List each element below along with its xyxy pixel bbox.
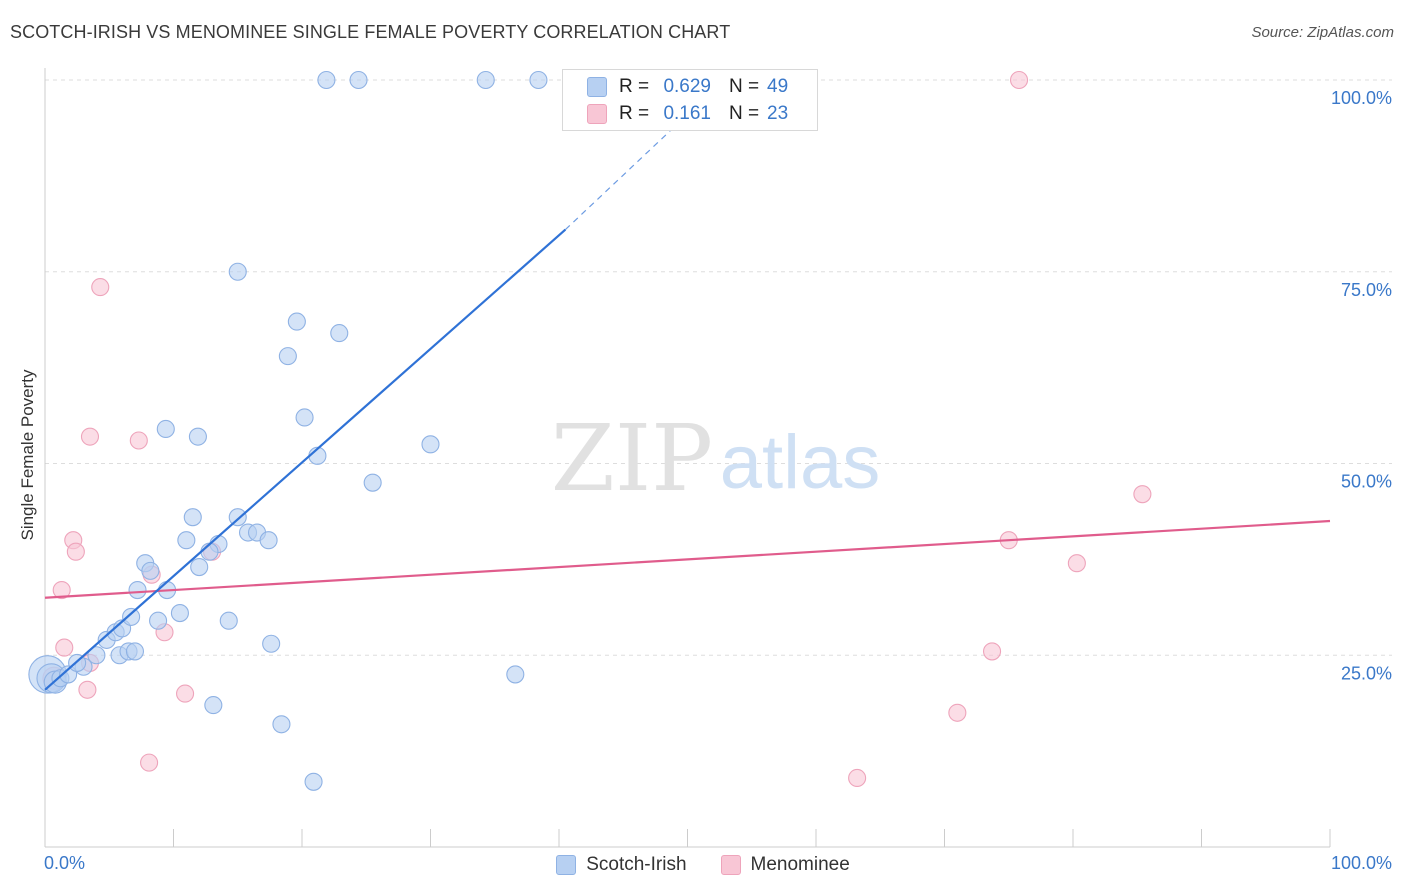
menominee-point [129, 431, 148, 450]
scotch-irish-point [219, 611, 238, 630]
axes [44, 68, 1331, 848]
menominee-point [848, 768, 867, 788]
scotch-irish-point [228, 262, 247, 281]
y-tick-label: 75.0% [1341, 280, 1392, 300]
y-tick-label: 50.0% [1341, 472, 1392, 492]
scotch-irish-point [421, 435, 440, 454]
menominee-swatch [587, 104, 607, 124]
scotch-irish-point [183, 508, 202, 527]
scotch-irish-point [295, 408, 314, 427]
gridlines [45, 79, 1392, 656]
menominee-point [52, 581, 71, 600]
x-tick-label: 0.0% [44, 853, 85, 873]
menominee-point [1009, 70, 1029, 90]
scotch-irish-point [188, 427, 207, 446]
scotch-irish-swatch [556, 855, 577, 875]
scotch-irish-trend-line [44, 228, 567, 691]
scotch-irish-point [204, 696, 223, 715]
scotch-irish-point [529, 70, 548, 90]
scotch-irish-point [272, 715, 291, 734]
scotch-irish-point [149, 611, 168, 630]
n-value: 49 [767, 76, 789, 97]
scotch-irish-point [87, 646, 106, 665]
tick-labels: 25.0% 50.0% 75.0% 100.0% 0.0% 100.0% [44, 88, 1392, 873]
menominee-point [91, 278, 110, 297]
scotch-irish-point [506, 665, 525, 684]
series-legend: Scotch-Irish Menominee [0, 852, 1406, 878]
scotch-irish-trend-extension [565, 114, 688, 231]
scotch-irish-point [128, 581, 147, 600]
menominee-point [1133, 485, 1152, 504]
menominee-point [66, 542, 85, 561]
scotch-irish-point [262, 634, 281, 653]
menominee-point [78, 680, 97, 699]
menominee-point [55, 638, 74, 657]
scotch-irish-point [476, 70, 495, 90]
menominee-point [948, 703, 967, 722]
legend-label-scotch-irish: Scotch-Irish [586, 854, 687, 875]
scotch-irish-point [125, 642, 144, 661]
menominee-point [80, 427, 100, 446]
watermark: ZIP atlas [551, 405, 880, 512]
scotch-irish-point [349, 70, 368, 90]
scotch-irish-swatch [587, 77, 607, 97]
menominee-swatch [720, 855, 741, 875]
legend-row-scotch-irish: R = 0.629 N = 49 [563, 74, 817, 100]
watermark-atlas: atlas [720, 420, 881, 505]
y-axis-title: Single Female Poverty [18, 369, 37, 541]
y-tick-label: 25.0% [1341, 663, 1392, 683]
chart-title: SCOTCH-IRISH VS MENOMINEE SINGLE FEMALE … [10, 22, 731, 42]
legend-row-menominee: R = 0.161 N = 23 [563, 101, 817, 127]
scotch-irish-point [304, 772, 323, 791]
n-value: 23 [767, 103, 789, 124]
n-label: N = [729, 103, 760, 124]
scotch-irish-point [287, 312, 306, 331]
scotch-irish-point [170, 604, 189, 623]
scotch-irish-point [156, 419, 175, 439]
menominee-point [1067, 554, 1086, 573]
r-label: R = [619, 76, 650, 97]
scotch-irish-points [28, 70, 548, 791]
scotch-irish-point [122, 607, 141, 626]
x-tick-label: 100.0% [1331, 853, 1392, 873]
scotch-irish-point [190, 557, 209, 577]
r-value: 0.629 [663, 76, 711, 97]
scotch-irish-point [141, 561, 160, 580]
n-label: N = [729, 76, 760, 97]
legend-label-menominee: Menominee [750, 854, 850, 875]
watermark-zip: ZIP [551, 405, 713, 512]
menominee-point [982, 642, 1002, 661]
r-value: 0.161 [663, 103, 711, 124]
scotch-irish-point [278, 347, 297, 366]
scotch-irish-point [177, 531, 196, 550]
scotch-irish-point [317, 70, 336, 90]
source-label: Source: ZipAtlas.com [1251, 24, 1394, 41]
scotch-irish-point [363, 473, 382, 492]
y-tick-label: 100.0% [1331, 88, 1392, 108]
scotch-irish-point [228, 508, 247, 527]
menominee-point [140, 753, 159, 772]
correlation-legend: R = 0.629 N = 49 R = 0.161 N = 23 [562, 69, 818, 131]
r-label: R = [619, 103, 650, 124]
legend-item-scotch-irish[interactable]: Scotch-Irish [556, 854, 687, 876]
menominee-point [176, 684, 195, 703]
scotch-irish-point [330, 324, 349, 343]
legend-item-menominee[interactable]: Menominee [720, 854, 850, 876]
trend-lines [44, 114, 1331, 691]
menominee-trend-line [44, 519, 1331, 599]
scotch-irish-point [259, 531, 278, 550]
